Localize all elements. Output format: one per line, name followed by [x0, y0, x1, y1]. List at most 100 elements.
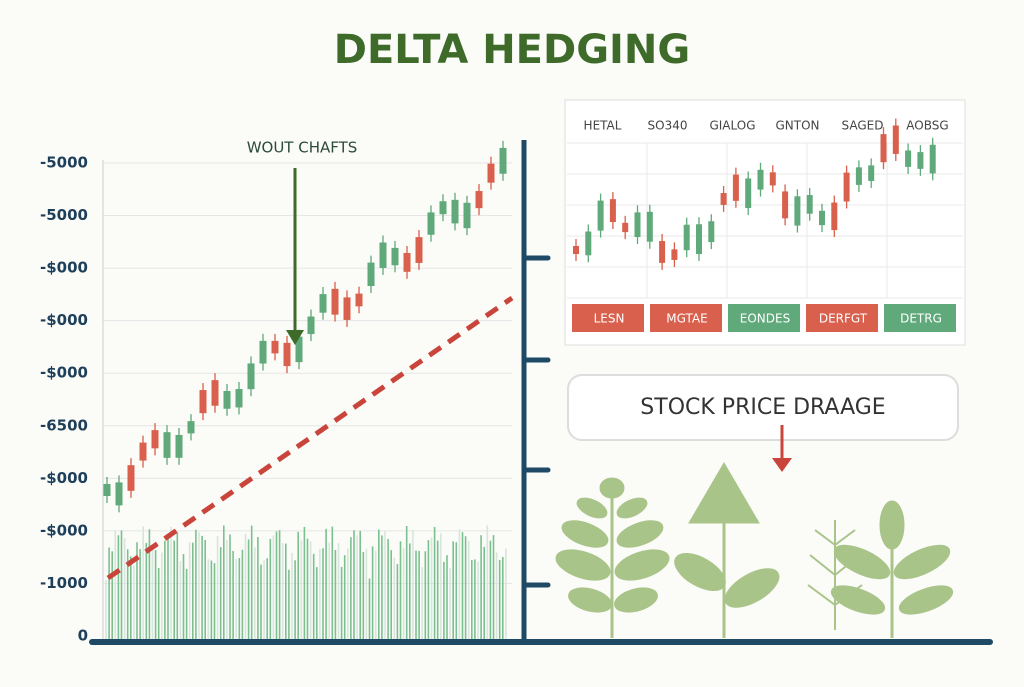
candle-body [732, 174, 739, 201]
candle-body [427, 212, 435, 235]
y-label: -$000 [40, 521, 88, 539]
column-header: GNTON [775, 119, 819, 133]
candle-body [769, 172, 776, 186]
candle-body [794, 196, 801, 226]
candle-body [782, 191, 789, 219]
candle-body [917, 152, 924, 169]
panel-button-label: MGTAE [666, 312, 707, 326]
column-header: SAGED [842, 119, 884, 133]
candle-body [367, 262, 375, 287]
y-label: -5000 [40, 206, 88, 224]
arrow-head [286, 330, 304, 345]
candle-body [757, 169, 764, 190]
candle-body [163, 432, 171, 458]
y-label: 0 [78, 627, 88, 645]
candle-body [929, 144, 936, 174]
candle-body [622, 222, 629, 233]
candle-body [745, 178, 752, 209]
candle-body [439, 201, 447, 215]
candle-body [271, 340, 279, 354]
panel-button-label: DERFGT [819, 312, 868, 326]
y-label: -$000 [40, 469, 88, 487]
candle-body [175, 434, 183, 458]
candle-body [880, 134, 887, 163]
candle-body [391, 247, 399, 266]
candle-body [905, 150, 912, 167]
candle-body [247, 363, 255, 390]
plants [555, 462, 954, 638]
candle-body [115, 482, 123, 506]
candle-body [806, 195, 813, 214]
candle-body [573, 246, 579, 254]
y-label: -$000 [40, 259, 88, 277]
callout-text: STOCK PRICE DRAAGE [640, 395, 885, 420]
candle-body [463, 202, 471, 229]
panel-grid [567, 142, 963, 299]
candle-body [319, 294, 327, 313]
candle-body [892, 125, 899, 154]
candle-body [696, 224, 702, 255]
volume [105, 525, 507, 640]
candle-body [646, 211, 653, 242]
hedge-line [106, 295, 514, 581]
candle-body [720, 193, 727, 205]
annotation: WOUT CHAFTS [247, 139, 358, 157]
candle-body [127, 465, 135, 491]
candle-body [487, 163, 495, 183]
candle-body [295, 336, 303, 363]
y-label: -$000 [40, 311, 88, 329]
y-label: -1000 [40, 574, 88, 592]
column-header: SO340 [648, 119, 688, 133]
candle-body [831, 202, 838, 231]
candle-body [103, 484, 111, 496]
candle-body [343, 297, 351, 320]
candle-body [235, 389, 243, 408]
panel-button [572, 304, 644, 332]
panel-button-label: EONDES [740, 312, 790, 326]
column-header: HETAL [584, 119, 622, 133]
callout-arrow-head [772, 458, 792, 472]
axis-ticks [521, 255, 551, 588]
candle-body [683, 224, 690, 251]
candle-body [585, 231, 592, 256]
candle-body [199, 390, 207, 414]
panel-button [650, 304, 722, 332]
candle-body [708, 221, 715, 243]
candle-body [843, 172, 850, 202]
candle-body [451, 199, 459, 224]
candle-body [403, 252, 411, 272]
column-header: AOBSG [906, 119, 948, 133]
candle-body [139, 442, 147, 461]
column-header: GIALOG [709, 119, 755, 133]
candle-body [499, 147, 507, 174]
candle-body [259, 340, 267, 364]
candle-body [307, 316, 315, 335]
candle-body [855, 167, 862, 185]
candle-body [819, 210, 825, 226]
grid [103, 162, 512, 584]
candle-body [415, 237, 423, 263]
candle-body [223, 390, 231, 409]
candle-body [355, 293, 363, 307]
candle-body [211, 380, 219, 406]
candle-body [283, 342, 291, 367]
candle-body [659, 241, 666, 263]
callout-box [567, 374, 959, 441]
candle-body [379, 242, 387, 268]
candle-body [671, 249, 678, 260]
panel-button-label: DETRG [900, 312, 942, 326]
candle-body [609, 199, 616, 223]
mini-candles [573, 118, 936, 270]
panel-button [728, 304, 800, 332]
candle-body [868, 165, 875, 181]
title: DELTA HEDGING [334, 27, 690, 73]
y-label: -$000 [40, 364, 88, 382]
candle-body [597, 200, 604, 231]
panel-button [806, 304, 878, 332]
candles [103, 140, 507, 513]
candle-body [475, 191, 483, 209]
y-label: -6500 [40, 416, 88, 434]
y-label: -5000 [40, 154, 88, 172]
candle-body [634, 212, 641, 238]
